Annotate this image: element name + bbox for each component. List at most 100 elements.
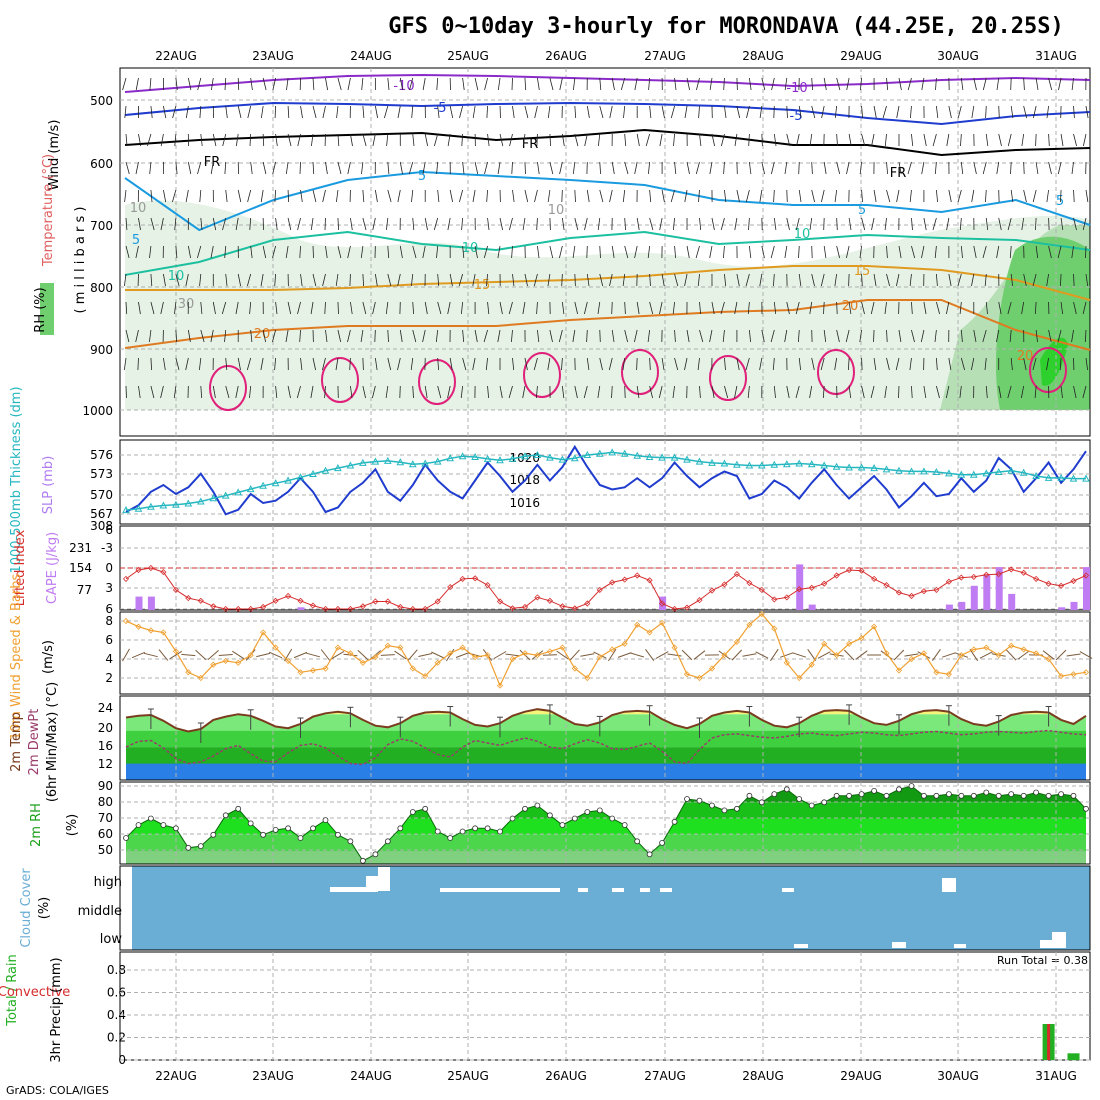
wind-barb (935, 357, 938, 371)
wind-barb (272, 161, 276, 175)
wind-barb (695, 245, 700, 259)
wind-barb (235, 217, 239, 231)
wind-barb (362, 189, 365, 203)
cape-bar (995, 567, 1003, 610)
upper-magenta-contour (321, 357, 359, 403)
cape-bar (1083, 567, 1090, 610)
cloud-background (132, 866, 1090, 950)
wind-barb (212, 217, 217, 231)
wind-barb (537, 77, 540, 91)
cloud-patch (1040, 940, 1054, 948)
wind-barb (322, 105, 326, 119)
wind-barb (160, 385, 164, 399)
temp2m-tick: 20 (98, 721, 113, 735)
wind-barb (225, 105, 228, 119)
lifted-tick: 6 (105, 523, 113, 537)
wind-barb (599, 189, 604, 203)
wind-barb (935, 189, 938, 203)
rh2m-point (646, 851, 653, 858)
wind-barb (861, 385, 865, 399)
thickness-point (658, 453, 666, 461)
contour-label: 10 (548, 203, 565, 218)
wind-barb (1048, 217, 1050, 231)
wind-barb (384, 105, 389, 119)
thickness-point (670, 453, 679, 461)
contour-label: -10 (393, 79, 414, 94)
wind10-barb (917, 651, 931, 659)
wind-barb (795, 217, 800, 231)
wind-barb (873, 329, 875, 343)
wind-barb (160, 301, 164, 315)
wind-barb (882, 105, 887, 119)
lifted-index-point (1033, 575, 1040, 582)
wind-barb (1084, 329, 1087, 343)
rh2m-point (659, 840, 665, 846)
cape-bar (1058, 607, 1066, 610)
rh2m-point (422, 805, 429, 812)
wind-barb (920, 329, 925, 343)
wind-barb (861, 133, 866, 147)
top-day-label: 25AUG (447, 49, 489, 63)
wind-barb (884, 133, 887, 147)
wind10-speed-point (659, 619, 666, 626)
wind-barb (509, 133, 513, 147)
wind-barb (861, 189, 863, 203)
rh2m-point (123, 835, 129, 841)
wind-barb (786, 189, 788, 203)
lifted-index-point (634, 572, 641, 579)
wind-barb (647, 245, 651, 259)
wind-barb (397, 273, 401, 287)
wind-barb (1035, 161, 1039, 175)
wind-barb (1085, 245, 1087, 259)
wind10-speed-point (908, 655, 915, 663)
wind-barb (124, 273, 127, 287)
wind-barb (724, 385, 729, 399)
lifted-index-point (1045, 580, 1052, 587)
thickness-point (359, 458, 367, 466)
wind-barb (262, 161, 267, 175)
wind-barb (948, 105, 952, 119)
lifted-index-point (846, 566, 853, 574)
wind-barb (325, 161, 328, 175)
top-day-label: 28AUG (742, 49, 784, 63)
rh2m-point (472, 825, 479, 832)
wind-barb (372, 133, 376, 147)
cloud-patch (1052, 932, 1066, 948)
wind-barb (624, 245, 629, 259)
wind-barb (561, 385, 565, 399)
wind-barb (547, 273, 551, 287)
wind-barb (372, 217, 376, 231)
thickness-point (246, 485, 255, 493)
thickness-point (770, 460, 779, 468)
wind-barb (748, 329, 751, 343)
thickness-point (807, 460, 816, 468)
wind10-barb (893, 649, 905, 661)
wind-barb (898, 161, 902, 175)
wind-barb (674, 329, 676, 343)
wind-barb (347, 329, 351, 343)
wind-barb (998, 301, 1002, 315)
wind-barb (122, 77, 127, 91)
wind-barb (322, 357, 326, 371)
wind10-tick: 2 (105, 671, 113, 685)
rh2m-point (596, 807, 603, 814)
wind-barb (886, 329, 888, 343)
wind-barb (960, 77, 964, 91)
wind-barb (773, 133, 777, 147)
contour-label: 5 (858, 203, 866, 218)
wind-barb (138, 301, 141, 315)
wind-barb (287, 217, 292, 231)
wind-barb (586, 105, 590, 119)
rh2m-point (970, 792, 977, 799)
wind-barb (673, 217, 675, 231)
wind-barb (287, 301, 292, 315)
lifted-index-point (945, 578, 952, 585)
wind-barb (274, 105, 277, 119)
lifted-tick: 3 (105, 581, 113, 595)
wind-barb (859, 161, 862, 175)
rh-bands (126, 786, 1086, 864)
wind-barb (722, 329, 725, 343)
lifted-index-point (534, 594, 541, 601)
wind10-barb (693, 650, 706, 660)
wind-barb (424, 385, 428, 399)
